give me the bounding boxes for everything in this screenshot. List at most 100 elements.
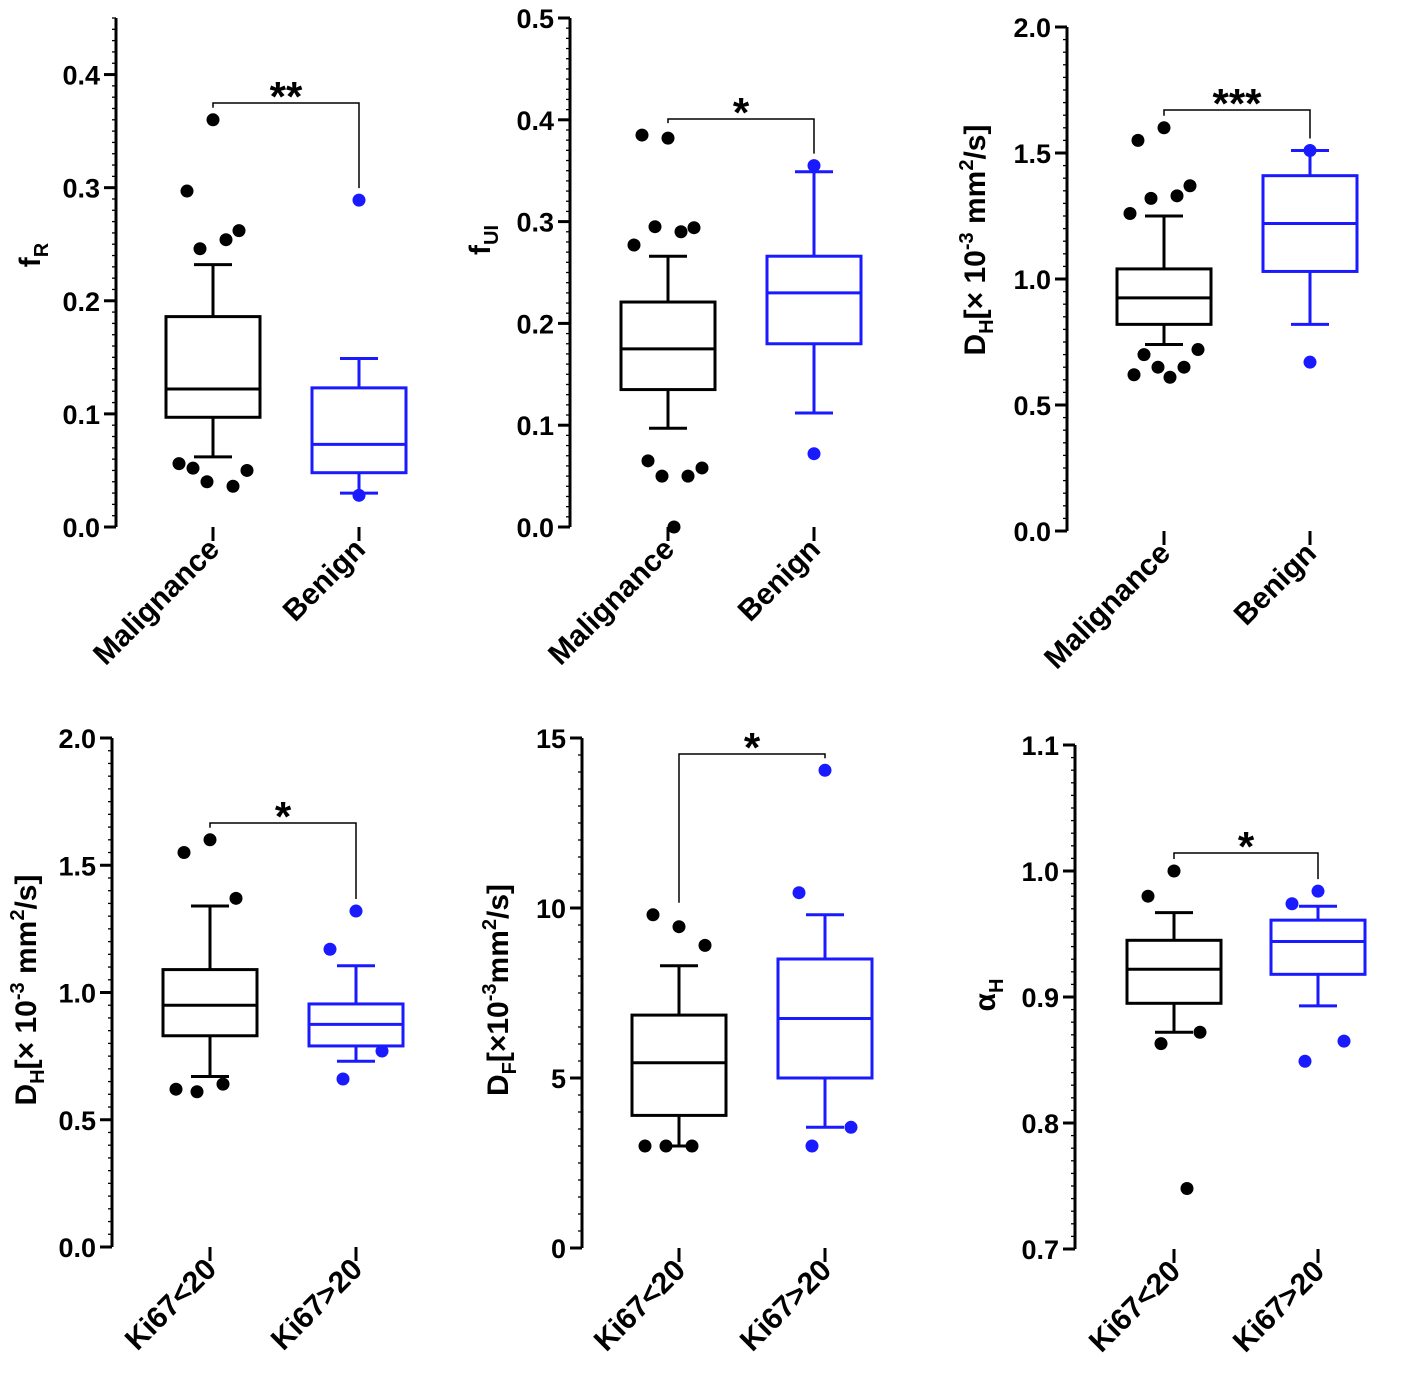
box-iqr (630, 1013, 728, 1117)
outlier-point (206, 113, 220, 127)
y-label-subscript: H (986, 979, 1008, 993)
outlier-point (648, 220, 662, 234)
chart-panel-1: 0.0 0.1 0.2 0.3 0.4 Malignance Benign fR ** (14, 17, 408, 672)
box-ki67-20 (161, 833, 259, 1099)
y-tick-label: 0.8 (1021, 1109, 1059, 1139)
y-tick-label: 0.0 (62, 513, 100, 543)
box-iqr (619, 300, 717, 392)
y-label-subscript: UI (481, 225, 503, 245)
outlier-point (805, 1139, 819, 1153)
y-tick-label: 0.5 (1013, 391, 1051, 421)
outlier-point (190, 1085, 204, 1099)
y-label-units-end: /s] (482, 884, 515, 919)
y-axis-label: DF[×10-3mm2/s] (479, 884, 521, 1096)
outlier-point (180, 184, 194, 198)
box-benign (1261, 143, 1359, 369)
y-tick-label: 0.4 (516, 106, 554, 136)
y-label-main: D (959, 334, 992, 356)
y-tick-label: 2.0 (58, 724, 96, 754)
category-label: Ki67>20 (734, 1254, 838, 1358)
outlier-point (336, 1072, 350, 1086)
significance-marker: * (1238, 823, 1255, 870)
y-tick-label: 1.0 (58, 979, 96, 1009)
outlier-point (695, 461, 709, 475)
y-tick-label: 0.5 (516, 4, 554, 34)
y-axis-label: DH[× 10-3 mm2/s] (7, 875, 49, 1106)
box-ki67-20 (630, 908, 728, 1153)
outlier-point (1285, 897, 1299, 911)
outlier-point (172, 457, 186, 471)
box-malignance (164, 113, 262, 493)
outlier-point (1298, 1054, 1312, 1068)
y-tick-label: 5 (551, 1064, 566, 1094)
outlier-point (1193, 1025, 1207, 1039)
box-iqr (1125, 938, 1223, 1005)
box-iqr (161, 968, 259, 1038)
outlier-point (375, 1044, 389, 1058)
y-axis-label: αH (969, 979, 1008, 1012)
box-iqr (164, 315, 262, 419)
y-label-units: [×10 (482, 1001, 515, 1062)
y-tick-label: 0.0 (516, 513, 554, 543)
outlier-point (323, 942, 337, 956)
outlier-point (807, 159, 821, 173)
outlier-point (193, 242, 207, 256)
outlier-point (627, 238, 641, 252)
outlier-point (659, 1139, 673, 1153)
significance-bracket (1163, 109, 1311, 139)
y-tick-label: 15 (536, 724, 566, 754)
significance-bracket (667, 118, 815, 154)
outlier-point (1183, 179, 1197, 193)
outlier-point (232, 224, 246, 238)
box-benign (310, 193, 408, 502)
box-iqr (1269, 918, 1367, 976)
y-tick-label: 0.2 (516, 309, 554, 339)
y-label-subscript: H (976, 319, 998, 333)
box-ki67-20 (1269, 884, 1367, 1068)
outlier-point (818, 763, 832, 777)
y-label-main: α (969, 992, 1002, 1011)
outlier-point (352, 193, 366, 207)
box-iqr (310, 386, 408, 475)
y-tick-label: 0.0 (1013, 517, 1051, 547)
y-axis-label: fR (14, 242, 53, 267)
outlier-point (641, 454, 655, 468)
y-tick-label: 10 (536, 894, 566, 924)
y-tick-label: 0.5 (58, 1106, 96, 1136)
outlier-point (698, 938, 712, 952)
y-axis-label: fUI (464, 225, 503, 255)
box-iqr (765, 254, 863, 346)
y-label-main: f (14, 256, 47, 267)
outlier-point (672, 920, 686, 934)
outlier-point (1151, 360, 1165, 374)
significance-marker: * (744, 724, 761, 771)
outlier-point (219, 233, 233, 247)
y-label-main: D (10, 1084, 43, 1106)
outlier-point (792, 886, 806, 900)
box-ki67-20 (307, 904, 405, 1086)
y-tick-label: 0.1 (516, 411, 554, 441)
outlier-point (844, 1120, 858, 1134)
significance-marker: ** (270, 73, 303, 120)
outlier-point (1177, 360, 1191, 374)
y-label-superscript: -3 (956, 232, 978, 250)
outlier-point (216, 1077, 230, 1091)
y-label-superscript: -3 (7, 982, 29, 1000)
outlier-point (240, 463, 254, 477)
y-tick-label: 0 (551, 1234, 566, 1264)
category-label: Benign (277, 533, 372, 628)
outlier-point (646, 908, 660, 922)
outlier-point (1157, 121, 1171, 135)
category-label: Benign (732, 533, 827, 628)
outlier-point (352, 488, 366, 502)
significance-marker: * (733, 89, 750, 136)
outlier-point (1131, 133, 1145, 147)
category-label: Ki67>20 (265, 1253, 369, 1357)
outlier-point (1144, 191, 1158, 205)
category-label: Malignance (87, 533, 226, 672)
outlier-point (1127, 368, 1141, 382)
significance-bracket (1173, 852, 1319, 880)
outlier-point (1154, 1037, 1168, 1051)
outlier-point (177, 846, 191, 860)
